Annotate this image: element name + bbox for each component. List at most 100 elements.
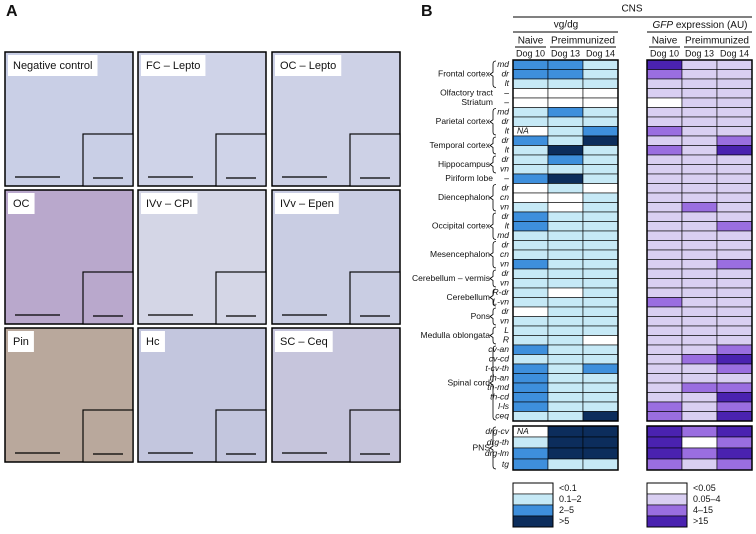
heat-cell bbox=[681, 126, 718, 137]
region-name: Spinal cord bbox=[447, 377, 490, 387]
heat-cell bbox=[716, 116, 753, 127]
heat-cell bbox=[582, 354, 619, 365]
sublabel: R-dr bbox=[492, 287, 510, 297]
inset bbox=[82, 271, 134, 325]
heat-cell bbox=[547, 145, 584, 156]
heat-cell bbox=[646, 382, 683, 393]
heat-cell bbox=[681, 59, 718, 70]
heat-cell bbox=[716, 154, 753, 165]
bracket bbox=[489, 326, 497, 345]
heat-cell bbox=[547, 436, 584, 449]
heat-cell bbox=[512, 297, 549, 308]
heat-cell bbox=[547, 268, 584, 279]
sublabel: drg-cv bbox=[485, 426, 509, 436]
heat-cell bbox=[681, 411, 718, 422]
sublabel: dr bbox=[501, 116, 510, 126]
bracket bbox=[489, 155, 497, 174]
heat-cell bbox=[646, 335, 683, 346]
heat-cell bbox=[681, 316, 718, 327]
heat-cell bbox=[646, 316, 683, 327]
sublabel: th-an bbox=[490, 373, 510, 383]
sublabel: L bbox=[504, 325, 509, 335]
heat-cell bbox=[582, 268, 619, 279]
bracket bbox=[489, 288, 497, 307]
heat-cell bbox=[582, 249, 619, 260]
legend-label: 0.1–2 bbox=[559, 494, 582, 504]
heat-cell bbox=[646, 373, 683, 384]
bracket bbox=[489, 136, 497, 155]
image-title: IVv – CPI bbox=[146, 198, 192, 210]
heat-cell bbox=[681, 230, 718, 241]
heat-cell bbox=[646, 363, 683, 374]
heat-cell bbox=[681, 344, 718, 355]
heat-cell bbox=[512, 240, 549, 251]
heat-cell bbox=[681, 78, 718, 89]
heat-cell bbox=[582, 392, 619, 403]
heat-cell bbox=[716, 297, 753, 308]
heat-cell bbox=[547, 259, 584, 270]
heat-cell bbox=[512, 164, 549, 175]
heat-cell bbox=[547, 354, 584, 365]
heat-cell bbox=[512, 344, 549, 355]
heat-cell bbox=[716, 97, 753, 108]
sublabel: – bbox=[503, 88, 509, 98]
heat-cell bbox=[716, 173, 753, 184]
heat-cell bbox=[547, 344, 584, 355]
heat-cell bbox=[512, 192, 549, 203]
heat-cell bbox=[646, 173, 683, 184]
region-name: Pons bbox=[471, 311, 490, 321]
heat-cell bbox=[512, 268, 549, 279]
heat-cell bbox=[512, 221, 549, 232]
heat-cell bbox=[512, 306, 549, 317]
title-bg bbox=[8, 55, 98, 76]
heat-cell bbox=[646, 447, 683, 460]
heat-cell bbox=[547, 249, 584, 260]
heat-cell bbox=[646, 230, 683, 241]
sublabel: t-cv-th bbox=[485, 363, 509, 373]
dog-label: Dog 13 bbox=[551, 48, 580, 58]
heat-cell bbox=[582, 458, 619, 471]
heat-cell bbox=[582, 116, 619, 127]
subgroup: Naive bbox=[652, 36, 678, 47]
heat-cell bbox=[646, 135, 683, 146]
heat-cell bbox=[547, 78, 584, 89]
heat-cell bbox=[681, 425, 718, 438]
heat-cell bbox=[646, 202, 683, 213]
heat-cell bbox=[512, 373, 549, 384]
heat-cell bbox=[582, 164, 619, 175]
sublabel: vn bbox=[500, 316, 509, 326]
heat-cell bbox=[512, 173, 549, 184]
heat-cell bbox=[547, 107, 584, 118]
block-border bbox=[646, 425, 753, 471]
title-bg bbox=[141, 55, 206, 76]
heat-cell bbox=[582, 287, 619, 298]
dog-label: Dog 14 bbox=[720, 48, 749, 58]
sublabel: md bbox=[497, 107, 509, 117]
image-title: Negative control bbox=[13, 60, 93, 72]
heat-cell bbox=[646, 154, 683, 165]
heat-cell bbox=[716, 202, 753, 213]
panel-letter: B bbox=[421, 3, 433, 20]
sublabel: drg-th bbox=[487, 437, 509, 447]
heat-cell bbox=[646, 97, 683, 108]
heat-cell bbox=[582, 154, 619, 165]
heat-cell bbox=[716, 211, 753, 222]
title-bg bbox=[8, 331, 34, 352]
dog-label: Dog 10 bbox=[650, 48, 679, 58]
heat-cell bbox=[512, 458, 549, 471]
region-name: Hippocampus bbox=[438, 159, 490, 169]
heat-cell bbox=[646, 344, 683, 355]
heat-cell bbox=[716, 382, 753, 393]
heat-cell bbox=[716, 392, 753, 403]
heat-cell bbox=[512, 202, 549, 213]
heat-cell bbox=[716, 287, 753, 298]
heat-cell bbox=[582, 344, 619, 355]
sublabel: cv-an bbox=[488, 344, 509, 354]
legend-swatch bbox=[512, 504, 554, 517]
heat-cell bbox=[681, 173, 718, 184]
sublabel: – bbox=[503, 173, 509, 183]
heat-cell bbox=[582, 425, 619, 438]
heat-cell bbox=[646, 183, 683, 194]
sublabel: vn bbox=[500, 259, 509, 269]
heat-cell bbox=[547, 240, 584, 251]
